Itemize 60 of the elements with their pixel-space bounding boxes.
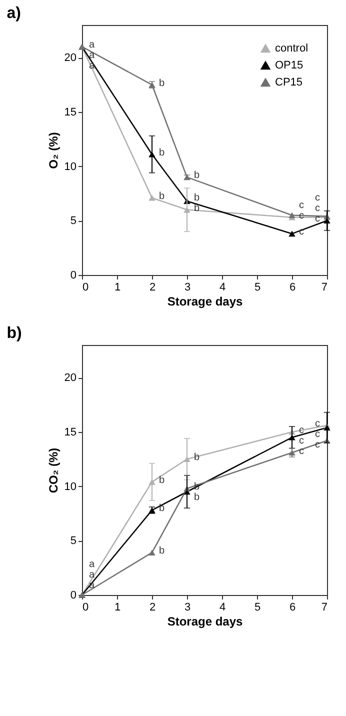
x-axis-title: Storage days	[167, 614, 243, 628]
x-tick-label: 4	[219, 602, 226, 614]
annotation: c	[315, 428, 320, 440]
annotation: c	[299, 424, 304, 436]
y-tick-label: 15	[64, 426, 76, 438]
x-axis-title: Storage days	[167, 294, 243, 308]
annotation: b	[194, 192, 200, 204]
x-tick-label: 7	[321, 282, 328, 294]
annotation: b	[194, 202, 200, 214]
x-tick-label: 5	[254, 602, 261, 614]
x-tick-label: 3	[184, 282, 191, 294]
y-axis-title: O₂ (%)	[46, 132, 60, 169]
x-tick-label: 5	[254, 282, 261, 294]
x-tick-label: 0	[82, 602, 89, 614]
y-tick-label: 5	[70, 535, 76, 548]
annotation: a	[89, 50, 95, 62]
annotation: a	[89, 570, 95, 581]
annotation: b	[159, 190, 165, 202]
x-tick-label: 7	[321, 602, 328, 614]
y-tick-label: 15	[64, 106, 76, 118]
annotation: c	[315, 192, 320, 204]
annotation: b	[194, 481, 200, 492]
x-tick-label: 6	[289, 602, 296, 614]
y-tick-label: 20	[64, 52, 76, 64]
x-tick-label: 0	[82, 282, 89, 294]
x-tick-label: 6	[289, 282, 296, 294]
annotation: c	[299, 435, 304, 446]
legend-label: OP15	[275, 60, 304, 72]
annotation: b	[159, 474, 165, 486]
annotation: a	[89, 40, 95, 51]
y-tick-label: 10	[64, 160, 76, 173]
y-axis-title: CO₂ (%)	[46, 448, 60, 494]
chart-title: a)	[6, 5, 21, 22]
annotation: b	[194, 452, 200, 464]
x-tick-label: 4	[219, 282, 226, 294]
annotation: b	[159, 503, 165, 514]
x-tick-label: 1	[114, 282, 121, 294]
x-tick-label: 2	[149, 282, 156, 294]
y-tick-label: 10	[64, 480, 76, 493]
annotation: c	[315, 203, 320, 214]
y-tick-label: 0	[70, 590, 76, 602]
annotation: b	[194, 170, 200, 182]
annotation: a	[89, 60, 95, 72]
x-tick-label: 1	[114, 602, 121, 614]
y-tick-label: 0	[70, 270, 76, 282]
annotation: b	[194, 492, 200, 503]
chart-title: b)	[6, 325, 22, 342]
legend-label: control	[275, 42, 308, 54]
x-tick-label: 3	[184, 602, 191, 614]
annotation: b	[159, 78, 165, 89]
annotation: c	[299, 200, 304, 211]
annotation: b	[159, 147, 165, 158]
annotation: c	[315, 418, 320, 430]
y-tick-label: 5	[70, 215, 76, 228]
annotation: a	[89, 559, 95, 570]
legend-label: CP15	[275, 76, 303, 88]
x-tick-label: 2	[149, 602, 156, 614]
y-tick-label: 20	[64, 372, 76, 384]
annotation: b	[159, 546, 165, 557]
annotation: c	[315, 214, 320, 225]
